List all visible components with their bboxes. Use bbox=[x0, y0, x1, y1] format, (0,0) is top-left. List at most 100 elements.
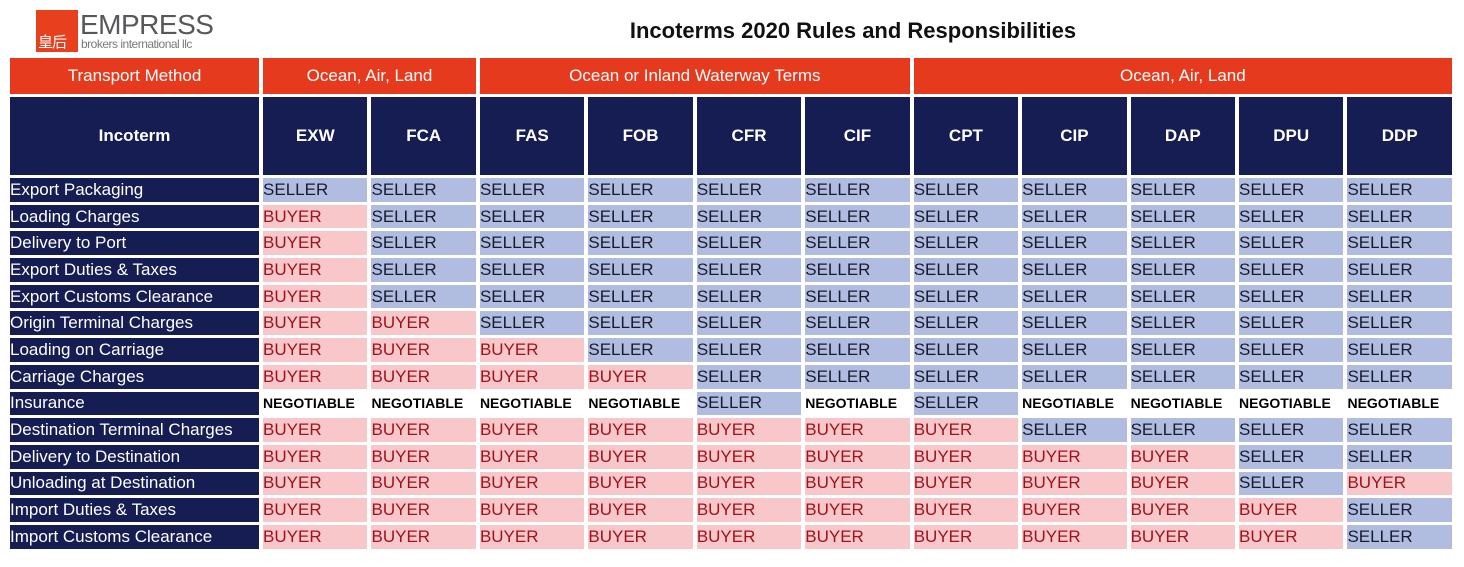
group-header-ocean-air-land-1: Ocean, Air, Land bbox=[263, 58, 476, 94]
responsibility-cell-cip: SELLER bbox=[1022, 364, 1127, 389]
responsibility-cell-cif: SELLER bbox=[805, 284, 910, 309]
responsibility-cell-cif: SELLER bbox=[805, 311, 910, 336]
responsibility-cell-cfr: BUYER bbox=[696, 471, 802, 496]
row-label: Delivery to Destination bbox=[10, 444, 260, 469]
responsibility-cell-fca: BUYER bbox=[371, 364, 476, 389]
responsibility-cell-ddp: BUYER bbox=[1347, 471, 1452, 496]
table-row: Export Packaging SELLER SELLER SELLER SELLER… bbox=[10, 178, 1452, 202]
responsibility-cell-dpu: BUYER bbox=[1239, 524, 1344, 549]
responsibility-cell-fca: BUYER bbox=[371, 498, 476, 522]
responsibility-cell-cfr: SELLER bbox=[696, 258, 802, 282]
row-label: Delivery to Port bbox=[10, 231, 260, 256]
incoterm-label: Incoterm bbox=[10, 97, 260, 175]
responsibility-cell-cpt: SELLER bbox=[913, 284, 1019, 309]
responsibility-cell-cip: SELLER bbox=[1022, 178, 1127, 202]
responsibility-cell-exw: BUYER bbox=[263, 418, 368, 442]
responsibility-cell-dpu: SELLER bbox=[1239, 284, 1344, 309]
responsibility-cell-exw: BUYER bbox=[263, 444, 368, 469]
responsibility-cell-cfr: SELLER bbox=[696, 311, 802, 336]
row-label: Origin Terminal Charges bbox=[10, 311, 260, 336]
responsibility-cell-dap: BUYER bbox=[1130, 444, 1236, 469]
incoterm-header-fas: FAS bbox=[479, 97, 585, 175]
responsibility-cell-fas: SELLER bbox=[479, 231, 585, 256]
responsibility-cell-dap: SELLER bbox=[1130, 204, 1236, 229]
responsibility-cell-ddp: SELLER bbox=[1347, 284, 1452, 309]
responsibility-cell-fob: BUYER bbox=[588, 418, 693, 442]
responsibility-cell-dpu: SELLER bbox=[1239, 444, 1344, 469]
table-row: Loading on Carriage BUYER BUYER BUYER SELLER… bbox=[10, 338, 1452, 362]
logo-mark-text: 皇后 bbox=[38, 33, 67, 51]
incoterm-header-cpt: CPT bbox=[913, 97, 1019, 175]
responsibility-cell-cip: BUYER bbox=[1022, 471, 1127, 496]
responsibility-cell-fas: BUYER bbox=[479, 444, 585, 469]
responsibility-cell-cif: SELLER bbox=[805, 178, 910, 202]
responsibility-cell-cip: BUYER bbox=[1022, 524, 1127, 549]
row-label: Destination Terminal Charges bbox=[10, 418, 260, 442]
responsibility-cell-ddp: SELLER bbox=[1347, 524, 1452, 549]
responsibility-cell-fas: BUYER bbox=[479, 471, 585, 496]
responsibility-cell-cip: BUYER bbox=[1022, 444, 1127, 469]
responsibility-cell-exw: BUYER bbox=[263, 284, 368, 309]
responsibility-cell-cfr: SELLER bbox=[696, 338, 802, 362]
table-row: Loading Charges BUYER SELLER SELLER SELLER SE… bbox=[10, 204, 1452, 229]
responsibility-cell-ddp: SELLER bbox=[1347, 204, 1452, 229]
responsibility-cell-ddp: SELLER bbox=[1347, 311, 1452, 336]
transport-method-label: Transport Method bbox=[10, 58, 260, 94]
responsibility-cell-dpu: SELLER bbox=[1239, 258, 1344, 282]
incoterm-header-ddp: DDP bbox=[1347, 97, 1452, 175]
responsibility-cell-cip: BUYER bbox=[1022, 498, 1127, 522]
table-row: Delivery to Destination BUYER BUYER BUYER BU… bbox=[10, 444, 1452, 469]
responsibility-cell-cfr: SELLER bbox=[696, 391, 802, 416]
responsibility-cell-cif: SELLER bbox=[805, 258, 910, 282]
responsibility-cell-dap: SELLER bbox=[1130, 284, 1236, 309]
responsibility-cell-dap: SELLER bbox=[1130, 258, 1236, 282]
responsibility-cell-fas: SELLER bbox=[479, 284, 585, 309]
responsibility-cell-ddp: SELLER bbox=[1347, 178, 1452, 202]
responsibility-cell-fob: BUYER bbox=[588, 364, 693, 389]
table-row: Carriage Charges BUYER BUYER BUYER BUYER SELL… bbox=[10, 364, 1452, 389]
responsibility-cell-dpu: BUYER bbox=[1239, 498, 1344, 522]
responsibility-cell-cpt: SELLER bbox=[913, 231, 1019, 256]
responsibility-cell-ddp: SELLER bbox=[1347, 498, 1452, 522]
table-row: Insurance NEGOTIABLE NEGOTIABLE NEGOTIABLE N… bbox=[10, 391, 1452, 416]
group-header-ocean-inland-waterway: Ocean or Inland Waterway Terms bbox=[479, 58, 910, 94]
responsibility-cell-dpu: SELLER bbox=[1239, 364, 1344, 389]
responsibility-cell-fob: NEGOTIABLE bbox=[588, 391, 693, 416]
company-logo: 皇后 EMPRESS brokers international llc bbox=[36, 9, 226, 52]
table-row: Export Customs Clearance BUYER SELLER SELLE… bbox=[10, 284, 1452, 309]
responsibility-cell-dpu: SELLER bbox=[1239, 418, 1344, 442]
table-row: Export Duties & Taxes BUYER SELLER SELLER SE… bbox=[10, 258, 1452, 282]
responsibility-cell-dap: SELLER bbox=[1130, 178, 1236, 202]
incoterms-table: Transport Method Ocean, Air, Land Ocean … bbox=[6, 55, 1456, 552]
responsibility-cell-fas: BUYER bbox=[479, 338, 585, 362]
incoterm-header-cip: CIP bbox=[1022, 97, 1127, 175]
responsibility-cell-cip: SELLER bbox=[1022, 204, 1127, 229]
responsibility-cell-dpu: SELLER bbox=[1239, 204, 1344, 229]
responsibility-cell-exw: BUYER bbox=[263, 231, 368, 256]
responsibility-cell-cif: SELLER bbox=[805, 204, 910, 229]
responsibility-cell-cip: SELLER bbox=[1022, 418, 1127, 442]
row-label: Insurance bbox=[10, 391, 260, 416]
row-label: Import Duties & Taxes bbox=[10, 498, 260, 522]
responsibility-cell-exw: NEGOTIABLE bbox=[263, 391, 368, 416]
responsibility-cell-cpt: SELLER bbox=[913, 391, 1019, 416]
responsibility-cell-cpt: BUYER bbox=[913, 444, 1019, 469]
responsibility-cell-cfr: BUYER bbox=[696, 524, 802, 549]
responsibility-cell-fca: BUYER bbox=[371, 338, 476, 362]
logo-tagline: brokers international llc bbox=[81, 37, 192, 51]
responsibility-cell-dpu: SELLER bbox=[1239, 178, 1344, 202]
responsibility-cell-fca: BUYER bbox=[371, 444, 476, 469]
responsibility-cell-cpt: SELLER bbox=[913, 311, 1019, 336]
responsibility-cell-fas: SELLER bbox=[479, 178, 585, 202]
responsibility-cell-fas: BUYER bbox=[479, 418, 585, 442]
responsibility-cell-exw: BUYER bbox=[263, 338, 368, 362]
responsibility-cell-cif: BUYER bbox=[805, 471, 910, 496]
responsibility-cell-cpt: SELLER bbox=[913, 258, 1019, 282]
responsibility-cell-exw: BUYER bbox=[263, 498, 368, 522]
responsibility-cell-ddp: SELLER bbox=[1347, 418, 1452, 442]
table-row: Import Customs Clearance BUYER BUYER BUYER B… bbox=[10, 524, 1452, 549]
responsibility-cell-ddp: SELLER bbox=[1347, 258, 1452, 282]
responsibility-cell-cfr: SELLER bbox=[696, 204, 802, 229]
responsibility-cell-cif: BUYER bbox=[805, 418, 910, 442]
responsibility-cell-fas: BUYER bbox=[479, 524, 585, 549]
